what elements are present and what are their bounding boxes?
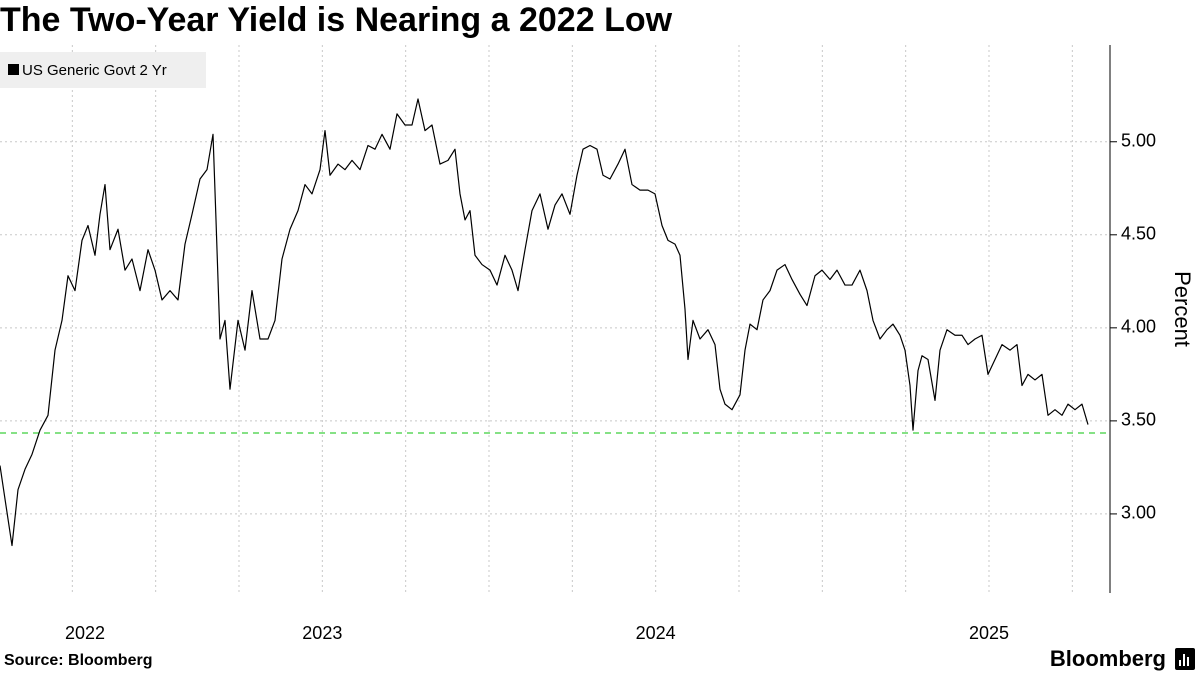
source: Source: Bloomberg: [4, 652, 152, 669]
x-tick-label: 2025: [969, 623, 1009, 643]
legend-label: US Generic Govt 2 Yr: [22, 62, 167, 79]
x-tick-label: 2023: [302, 623, 342, 643]
brand: Bloomberg: [1050, 646, 1166, 671]
y-tick-label: 4.50: [1121, 224, 1156, 244]
y-axis-label: Percent: [1170, 271, 1195, 347]
legend: US Generic Govt 2 Yr: [0, 52, 206, 88]
legend-swatch: [8, 64, 19, 75]
x-tick-label: 2024: [636, 623, 676, 643]
brand-icon: [1175, 648, 1195, 670]
chart-title: The Two-Year Yield is Nearing a 2022 Low: [0, 1, 673, 39]
line-series: [0, 98, 1089, 547]
legend-box: [0, 52, 206, 88]
y-tick-label: 3.50: [1121, 410, 1156, 430]
x-tick-label: 2022: [65, 623, 105, 643]
y-tick-label: 3.00: [1121, 503, 1156, 523]
y-tick-label: 4.00: [1121, 317, 1156, 337]
y-tick-label: 5.00: [1121, 131, 1156, 151]
